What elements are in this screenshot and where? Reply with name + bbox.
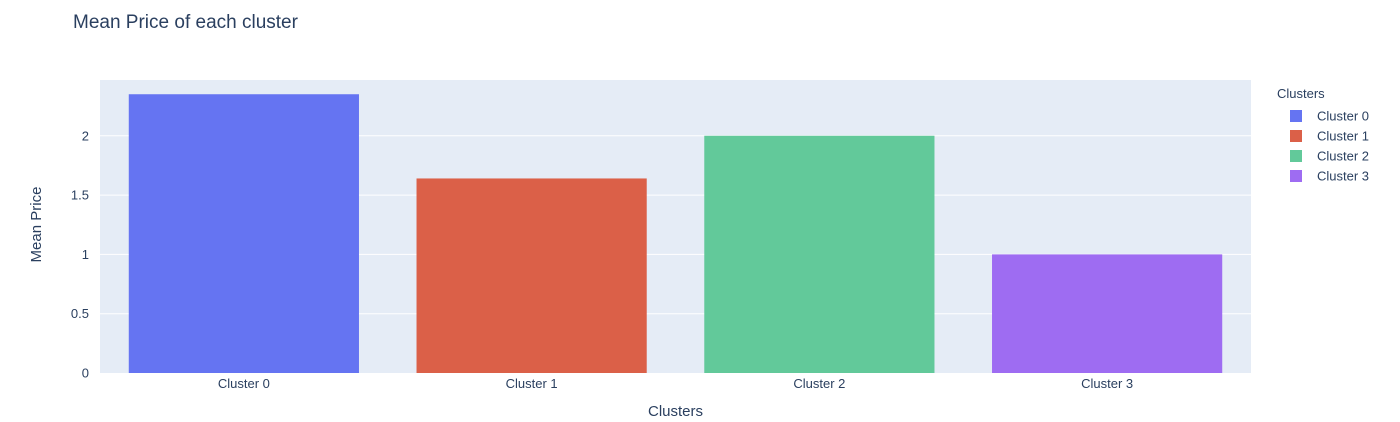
x-tick-label: Cluster 2 [793, 376, 845, 391]
y-axis-ticks: 0 0.5 1 1.5 2 [71, 128, 89, 380]
legend-entry: Cluster 3 [1317, 169, 1369, 184]
bar [416, 178, 647, 373]
x-axis-ticks: Cluster 0 Cluster 1 Cluster 2 Cluster 3 [218, 376, 1133, 391]
y-tick-label: 2 [82, 128, 89, 143]
legend-entry: Cluster 1 [1317, 129, 1369, 144]
legend-swatch [1290, 130, 1302, 142]
bar [992, 254, 1223, 373]
legend-swatch [1290, 110, 1302, 122]
y-tick-label: 0.5 [71, 306, 89, 321]
y-axis-title: Mean Price [28, 187, 45, 263]
x-tick-label: Cluster 1 [506, 376, 558, 391]
y-tick-label: 1.5 [71, 188, 89, 203]
y-tick-label: 1 [82, 247, 89, 262]
legend-swatch [1290, 150, 1302, 162]
x-axis-title: Clusters [648, 403, 703, 420]
y-tick-label: 0 [82, 366, 89, 381]
legend-title: Clusters [1277, 86, 1325, 101]
bar [128, 94, 359, 374]
legend-swatch [1290, 170, 1302, 182]
legend: Clusters Cluster 0 Cluster 1 Cluster 2 Clus… [1277, 86, 1369, 184]
x-tick-label: Cluster 3 [1081, 376, 1133, 391]
bar [704, 135, 935, 373]
legend-entry: Cluster 0 [1317, 109, 1369, 124]
bars [128, 94, 1223, 374]
chart-title: Mean Price of each cluster [73, 12, 299, 33]
legend-entry: Cluster 2 [1317, 149, 1369, 164]
x-tick-label: Cluster 0 [218, 376, 270, 391]
